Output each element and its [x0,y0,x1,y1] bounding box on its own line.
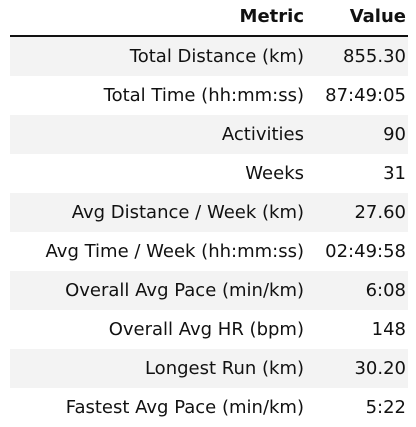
value-cell: 27.60 [354,202,406,223]
header-metric: Metric [239,6,304,27]
metric-cell: Fastest Avg Pace (min/km) [65,397,304,418]
table-row: Avg Distance / Week (km) 27.60 [10,193,408,232]
value-cell: 855.30 [343,46,406,67]
table-row: Overall Avg HR (bpm) 148 [10,310,408,349]
metric-cell: Activities [221,124,304,145]
metric-cell: Longest Run (km) [144,358,304,379]
metric-cell: Total Time (hh:mm:ss) [103,85,304,106]
table-row: Fastest Avg Pace (min/km) 5:22 [10,388,408,427]
value-cell: 6:08 [365,280,406,301]
value-cell: 87:49:05 [325,85,406,106]
metric-cell: Overall Avg Pace (min/km) [65,280,304,301]
value-cell: 5:22 [365,397,406,418]
table-row: Overall Avg Pace (min/km) 6:08 [10,271,408,310]
table-row: Weeks 31 [10,154,408,193]
value-cell: 02:49:58 [325,241,406,262]
value-cell: 90 [383,124,406,145]
metric-cell: Overall Avg HR (bpm) [108,319,304,340]
table-row: Longest Run (km) 30.20 [10,349,408,388]
header-value: Value [349,6,406,27]
value-cell: 31 [383,163,406,184]
metric-cell: Total Distance (km) [129,46,304,67]
table-row: Avg Time / Week (hh:mm:ss) 02:49:58 [10,232,408,271]
summary-table: Metric Value Total Distance (km) 855.30 … [10,0,408,427]
value-cell: 148 [371,319,406,340]
table-header: Metric Value [10,0,408,37]
metric-cell: Avg Distance / Week (km) [71,202,304,223]
metric-cell: Weeks [245,163,304,184]
table-row: Activities 90 [10,115,408,154]
value-cell: 30.20 [354,358,406,379]
metric-cell: Avg Time / Week (hh:mm:ss) [45,241,304,262]
table-row: Total Time (hh:mm:ss) 87:49:05 [10,76,408,115]
table-row: Total Distance (km) 855.30 [10,37,408,76]
